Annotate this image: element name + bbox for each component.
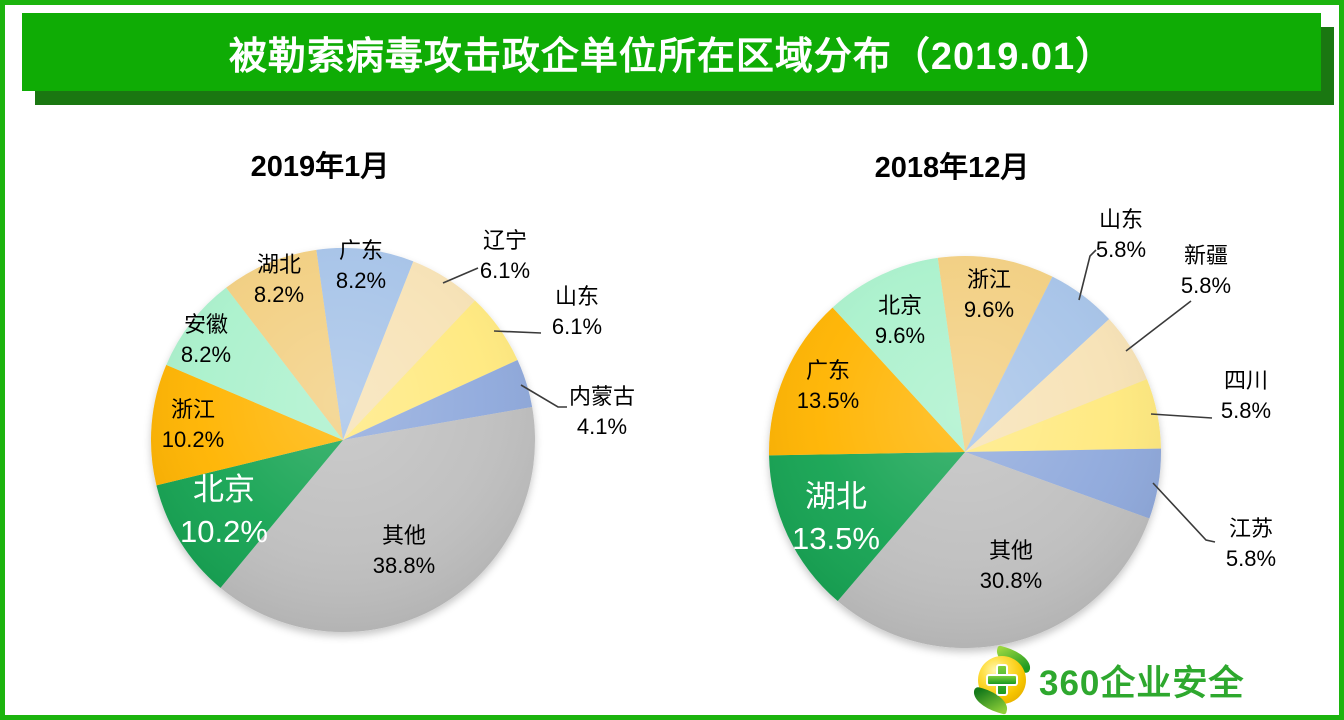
leader-line <box>520 384 567 408</box>
leader-line <box>1125 300 1192 352</box>
logo-360: 360企业安全 <box>970 645 1245 715</box>
leader-line <box>1152 482 1216 543</box>
chart-title-left: 2019年1月 <box>250 151 390 183</box>
logo-cross-icon <box>986 664 1018 696</box>
leader-line <box>1078 249 1097 301</box>
logo-sphere-icon <box>970 645 1034 715</box>
chart-title-right: 2018年12月 <box>874 152 1030 184</box>
title-banner: 被勒索病毒攻击政企单位所在区域分布（2019.01） <box>22 13 1321 91</box>
logo-text: 360企业安全 <box>1039 663 1245 703</box>
slide-title: 被勒索病毒攻击政企单位所在区域分布（2019.01） <box>228 35 1115 78</box>
pie-sheen-overlay <box>769 256 1161 648</box>
leader-line <box>1150 413 1213 419</box>
pie-sheen-overlay <box>151 248 535 632</box>
leader-line <box>493 330 542 334</box>
